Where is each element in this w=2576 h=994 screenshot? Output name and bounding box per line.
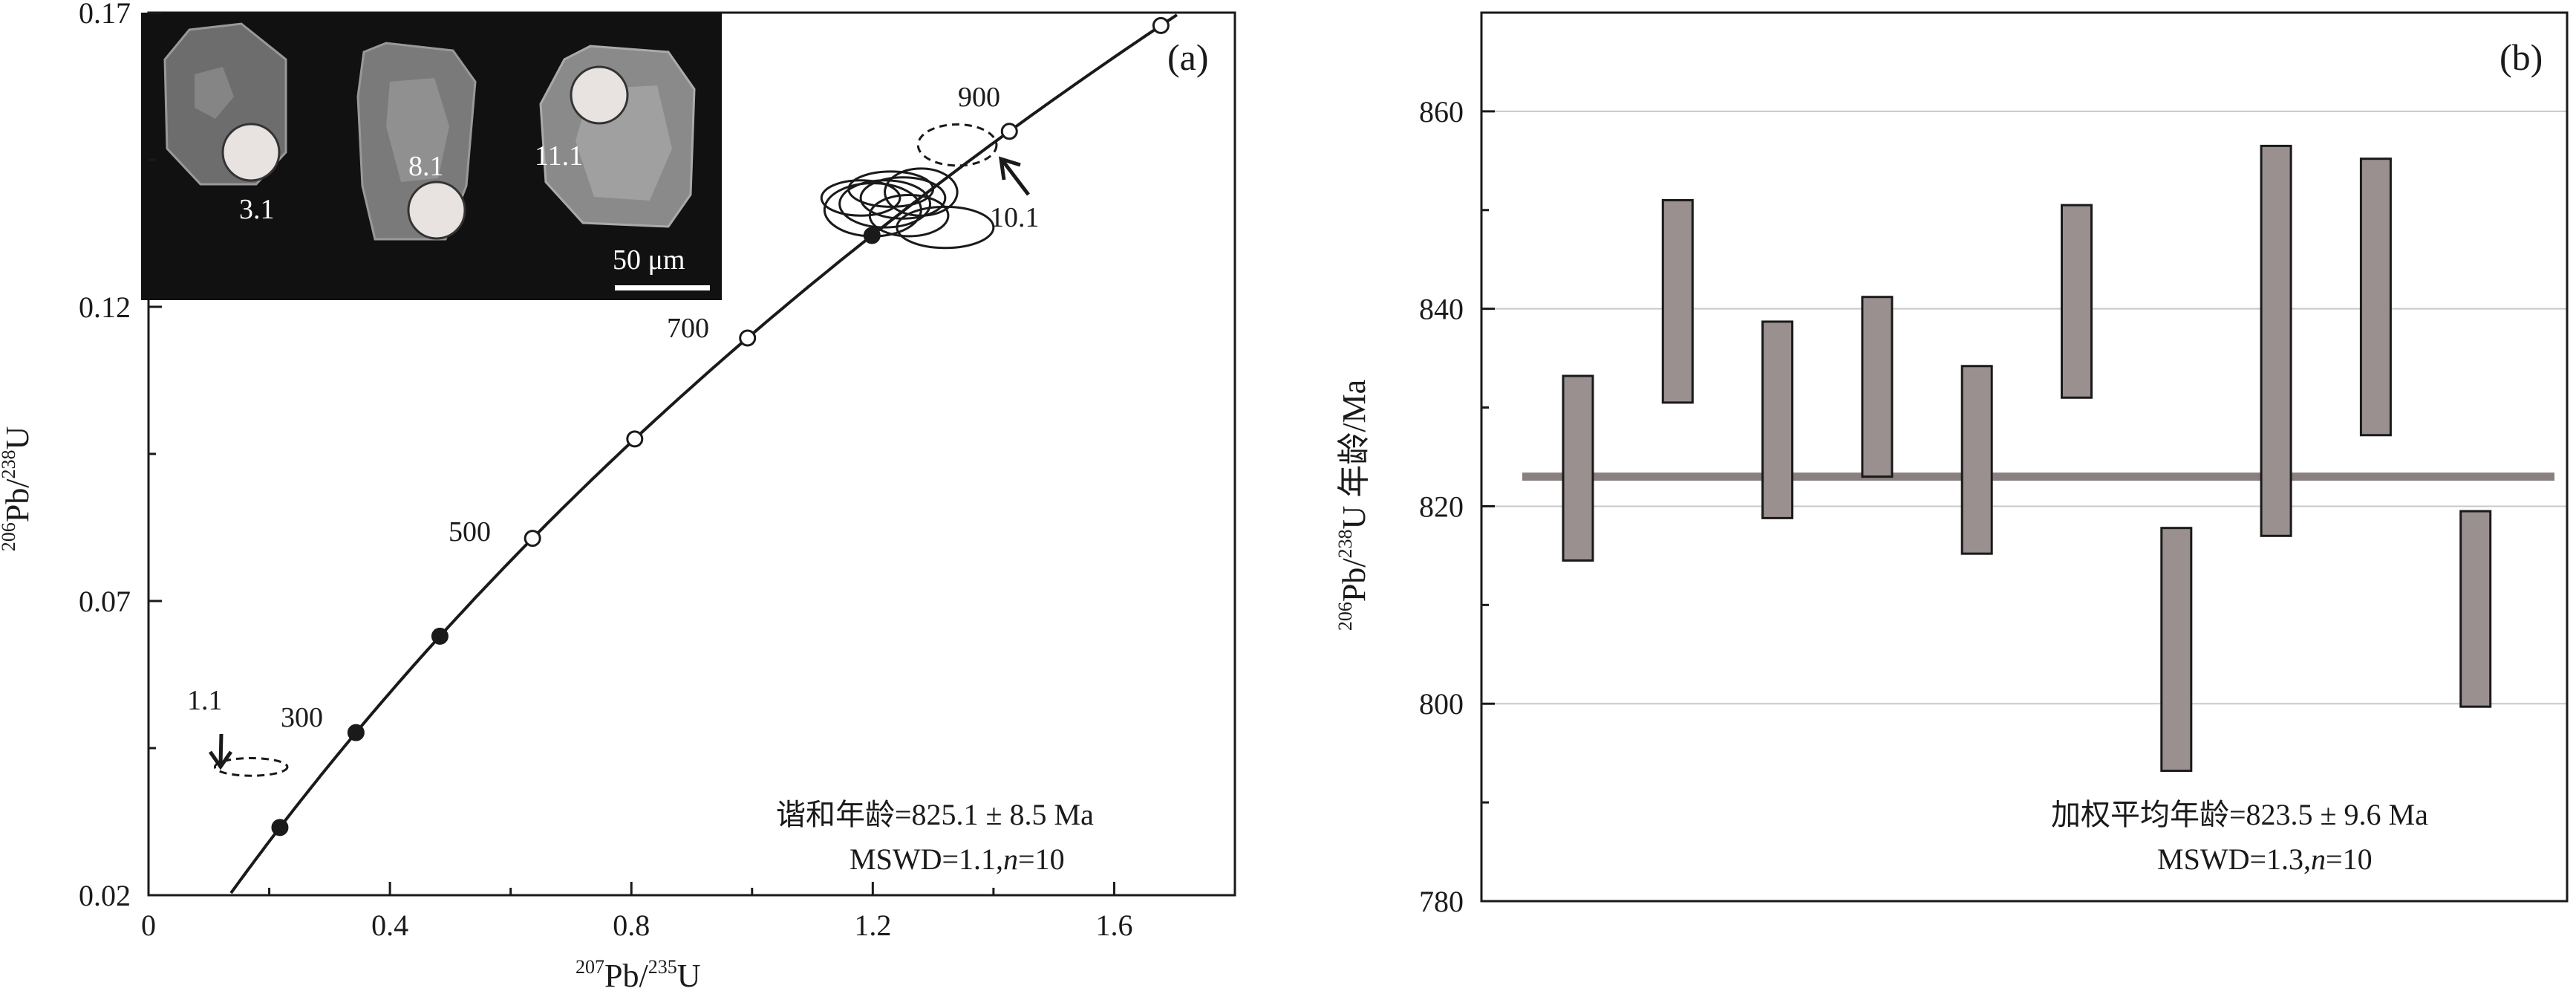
analysis-ellipses xyxy=(820,167,995,250)
age-label-900: 900 xyxy=(958,82,1000,113)
x-tick-label: 0 xyxy=(141,909,156,942)
age-bar-6 xyxy=(2061,204,2093,399)
y-tick-label: 820 xyxy=(1419,490,1464,523)
spot-label-3-1: 3.1 xyxy=(239,194,275,225)
x-tick-label: 1.2 xyxy=(854,909,891,942)
panel-a-x-axis-title: 207Pb/235U xyxy=(575,956,700,994)
y-tick-label: 780 xyxy=(1419,885,1464,918)
panel-b-weighted-mean-plot: 780 800 820 840 860 (b) 加权平均年龄=823.5 ± 9.6 M… xyxy=(1334,11,2569,918)
age-bar-5 xyxy=(1960,365,1993,555)
y-tick-label: 0.07 xyxy=(79,585,131,618)
x-tick-label: 0.8 xyxy=(613,909,650,942)
age-marker-400 xyxy=(431,627,449,645)
age-bar-10 xyxy=(2459,510,2492,708)
x-tick-label: 0.4 xyxy=(371,909,408,942)
excluded-analysis-ellipses xyxy=(213,123,998,777)
age-bar-4 xyxy=(1861,296,1894,478)
y-tick-label: 0.12 xyxy=(79,290,131,324)
y-tick-label: 0.02 xyxy=(79,879,131,912)
panel-a-x-ticks: 0 0.4 0.8 1.2 1.6 xyxy=(141,882,1132,942)
dashed-ellipse-1-1 xyxy=(213,756,289,777)
spot-label-1-1: 1.1 xyxy=(187,685,223,716)
panel-b-gridlines xyxy=(1481,110,2567,705)
x-tick-label: 1.6 xyxy=(1095,909,1132,942)
analysis-ellipse xyxy=(896,205,995,250)
spot-label-8-1: 8.1 xyxy=(408,151,444,182)
age-marker-900 xyxy=(1000,123,1018,140)
arrow-1-1 xyxy=(208,733,233,770)
panel-b-y-axis-title: 206Pb/238U 年龄/Ma xyxy=(1334,380,1372,631)
age-label-300: 300 xyxy=(281,702,323,733)
age-bar-7 xyxy=(2160,527,2193,773)
age-bar-8 xyxy=(2260,144,2292,537)
y-tick-label: 860 xyxy=(1419,95,1464,129)
panel-b-age-bars xyxy=(1562,144,2492,773)
age-label-500: 500 xyxy=(449,516,491,548)
y-tick-label: 840 xyxy=(1419,293,1464,326)
analysis-spot-8-1 xyxy=(407,181,466,240)
concordia-curve xyxy=(229,13,1178,894)
age-marker-700 xyxy=(739,329,757,347)
analysis-spot-3-1 xyxy=(221,123,281,182)
panel-a-y-axis-title: 206Pb/238U xyxy=(0,426,36,551)
cl-image-inset: 3.1 8.1 11.1 50 μm xyxy=(141,13,722,300)
age-label-700: 700 xyxy=(667,313,709,344)
arrow-10-1 xyxy=(998,156,1030,196)
spot-label-10-1: 10.1 xyxy=(990,202,1040,233)
age-marker-600 xyxy=(626,430,644,448)
age-bar-3 xyxy=(1761,320,1794,519)
panel-b-label: (b) xyxy=(2500,36,2543,78)
analysis-ellipse xyxy=(847,170,935,208)
panel-b-frame xyxy=(1480,11,2569,903)
scale-bar-label: 50 μm xyxy=(613,244,685,276)
scale-bar xyxy=(615,285,710,290)
analysis-spot-11-1 xyxy=(570,65,629,125)
mswd-note-a: MSWD=1.1,n=10 xyxy=(850,842,1065,876)
y-tick-label: 0.17 xyxy=(79,0,131,30)
panel-a-label: (a) xyxy=(1167,36,1209,78)
dashed-ellipse-10-1 xyxy=(916,123,998,167)
concordia-age-note: 谐和年龄=825.1 ± 8.5 Ma xyxy=(776,798,1094,831)
analysis-ellipse xyxy=(884,167,959,217)
concordia-age-markers xyxy=(271,16,1170,837)
age-bar-9 xyxy=(2359,157,2392,437)
age-marker-500 xyxy=(524,530,541,548)
age-bar-1 xyxy=(1562,374,1594,562)
age-bar-2 xyxy=(1661,198,1694,404)
age-marker-300 xyxy=(347,724,365,741)
age-marker-200 xyxy=(271,819,289,837)
age-marker-1000 xyxy=(1152,16,1170,34)
y-tick-label: 800 xyxy=(1419,687,1464,721)
analysis-ellipse xyxy=(820,179,901,217)
panel-b-y-ticks: 780 800 820 840 860 xyxy=(1419,95,1495,918)
spot-label-11-1: 11.1 xyxy=(535,140,583,172)
panel-a-concordia-plot: 3.1 8.1 11.1 50 μm 0 0.4 0.8 1.2 1.6 0.020.0… xyxy=(0,0,1236,994)
zircon-grain-2-zoning xyxy=(386,78,449,182)
mswd-note-b: MSWD=1.3,n=10 xyxy=(2157,842,2373,876)
weighted-mean-note: 加权平均年龄=823.5 ± 9.6 Ma xyxy=(2051,798,2428,831)
panel-a-y-ticks: 0.02 0.07 0.12 0.17 xyxy=(79,0,162,912)
zircon-grain-1-core xyxy=(195,67,234,119)
